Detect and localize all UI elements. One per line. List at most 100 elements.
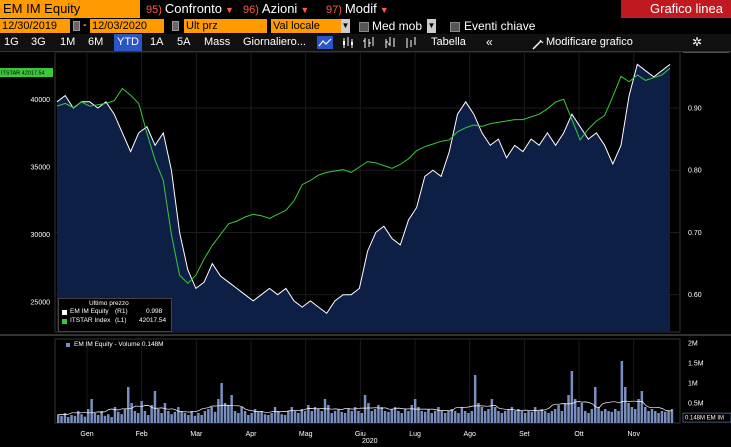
volume-bar	[577, 407, 580, 423]
volume-bar	[360, 413, 363, 423]
volume-bar	[467, 413, 470, 423]
month-tick-label: Mag	[299, 431, 313, 438]
month-tick-label: Nov	[628, 431, 641, 438]
volume-bar	[530, 411, 534, 423]
price-field-select[interactable]: Ult prz	[184, 19, 267, 33]
volume-swatch	[66, 343, 70, 347]
volume-bar	[210, 407, 213, 423]
volume-bar	[433, 411, 437, 423]
med-mob-label: Med mob	[372, 19, 423, 33]
volume-bar	[183, 413, 187, 423]
chart-type-label: Grafico linea	[621, 0, 731, 18]
volume-bar	[133, 411, 137, 423]
line-chart-icon[interactable]	[317, 36, 333, 49]
calendar-icon[interactable]	[172, 21, 179, 31]
volume-bar	[143, 411, 147, 423]
month-tick-label: Ott	[574, 431, 583, 438]
security-field[interactable]: EM IM Equity	[0, 0, 140, 18]
legend-entry-axis: (L1)	[115, 317, 127, 324]
period-1g[interactable]: 1G	[4, 36, 19, 48]
volume-bar	[63, 413, 67, 423]
month-tick-label: Ago	[463, 431, 476, 438]
volume-bar	[470, 411, 474, 423]
volume-bar	[480, 407, 484, 423]
calendar-icon[interactable]	[73, 21, 80, 31]
med-mob-checkbox[interactable]	[359, 22, 369, 32]
period-5a[interactable]: 5A	[177, 36, 191, 48]
volume-bar	[110, 417, 113, 423]
period-3g[interactable]: 3G	[31, 36, 46, 48]
volume-bar	[333, 411, 337, 423]
collapse-icon[interactable]: «	[486, 35, 493, 49]
volume-bar	[343, 413, 347, 423]
volume-bar	[497, 411, 500, 423]
ohlc-chart-icon[interactable]	[383, 36, 397, 54]
volume-bar	[610, 411, 614, 423]
edit-chart-icon[interactable]	[532, 37, 544, 55]
volume-bar	[640, 391, 644, 423]
volume-bar	[410, 405, 413, 423]
volume-bar	[483, 411, 487, 423]
period-6m[interactable]: 6M	[88, 36, 104, 48]
volume-bar	[223, 403, 227, 423]
table-button[interactable]: Tabella	[431, 36, 466, 48]
period-1a[interactable]: 1A	[150, 36, 164, 48]
volume-bar	[450, 409, 453, 423]
volume-bar	[453, 411, 457, 423]
menu-azioni[interactable]: 96) Azioni ▼	[243, 1, 310, 16]
volume-bar	[140, 401, 143, 423]
volume-bar	[447, 411, 450, 423]
volume-bar	[647, 411, 650, 423]
chevron-down-icon[interactable]: ▼	[427, 19, 436, 33]
volume-tick-label: 2M	[688, 341, 698, 348]
volume-bar	[670, 409, 674, 423]
volume-bar	[400, 413, 403, 423]
hilo-chart-icon[interactable]	[404, 36, 418, 54]
volume-bar	[137, 413, 140, 423]
volume-bar	[627, 403, 630, 423]
series-em-im-line	[56, 63, 671, 315]
left-tick-label: 40000	[31, 97, 51, 104]
volume-bar	[407, 411, 410, 423]
period-ytd[interactable]: YTD	[114, 34, 142, 51]
menu-confronto[interactable]: 95) Confronto ▼	[146, 1, 234, 16]
modify-chart-button[interactable]: Modificare grafico	[546, 36, 633, 48]
volume-bar	[437, 407, 440, 423]
volume-bar	[67, 417, 70, 423]
legend-entry-value: 0.998	[146, 308, 163, 315]
currency-select[interactable]: Val locale	[271, 19, 341, 33]
volume-bar	[357, 411, 360, 423]
period-1m[interactable]: 1M	[60, 36, 76, 48]
volume-bar	[487, 409, 490, 423]
volume-last-tag-text: 0.148M EM IM	[685, 416, 724, 422]
eventi-checkbox[interactable]	[450, 22, 460, 32]
volume-bar	[213, 411, 217, 423]
volume-bar	[580, 403, 584, 423]
volume-bar	[167, 411, 170, 423]
volume-bar	[417, 407, 420, 423]
chevron-down-icon[interactable]: ▼	[341, 19, 350, 33]
volume-bar	[443, 413, 447, 423]
volume-bar	[90, 399, 93, 423]
volume-bar	[347, 409, 350, 423]
period-mass[interactable]: Mass	[204, 36, 231, 48]
end-date-field[interactable]: 12/03/2020	[90, 19, 164, 33]
price-chart: Gen Feb Mar Apr Mag Giu Lug Ago Set Ott Nov 0.90 0.8…	[0, 52, 731, 438]
menu-modif[interactable]: 97) Modif ▼	[326, 1, 389, 16]
volume-bar	[383, 411, 387, 423]
header-bar: EM IM Equity 95) Confronto ▼ 96) Azioni ▼ 97…	[0, 0, 731, 18]
volume-bar	[547, 413, 550, 423]
volume-bar	[397, 411, 400, 423]
candle-chart-icon[interactable]	[341, 36, 355, 54]
volume-bar	[607, 411, 610, 423]
gear-icon[interactable]: ✲	[692, 35, 703, 49]
dropdown-arrow-icon: ▼	[300, 5, 310, 15]
bar-chart-icon[interactable]	[362, 36, 376, 54]
frequency-select[interactable]: Giornaliero...	[243, 36, 306, 48]
volume-bar	[207, 409, 210, 423]
left-tick-label: 30000	[31, 232, 51, 239]
volume-bar	[373, 409, 377, 423]
start-date-field[interactable]: 12/30/2019	[0, 19, 70, 33]
volume-bar	[197, 413, 200, 423]
volume-bar	[370, 411, 373, 423]
